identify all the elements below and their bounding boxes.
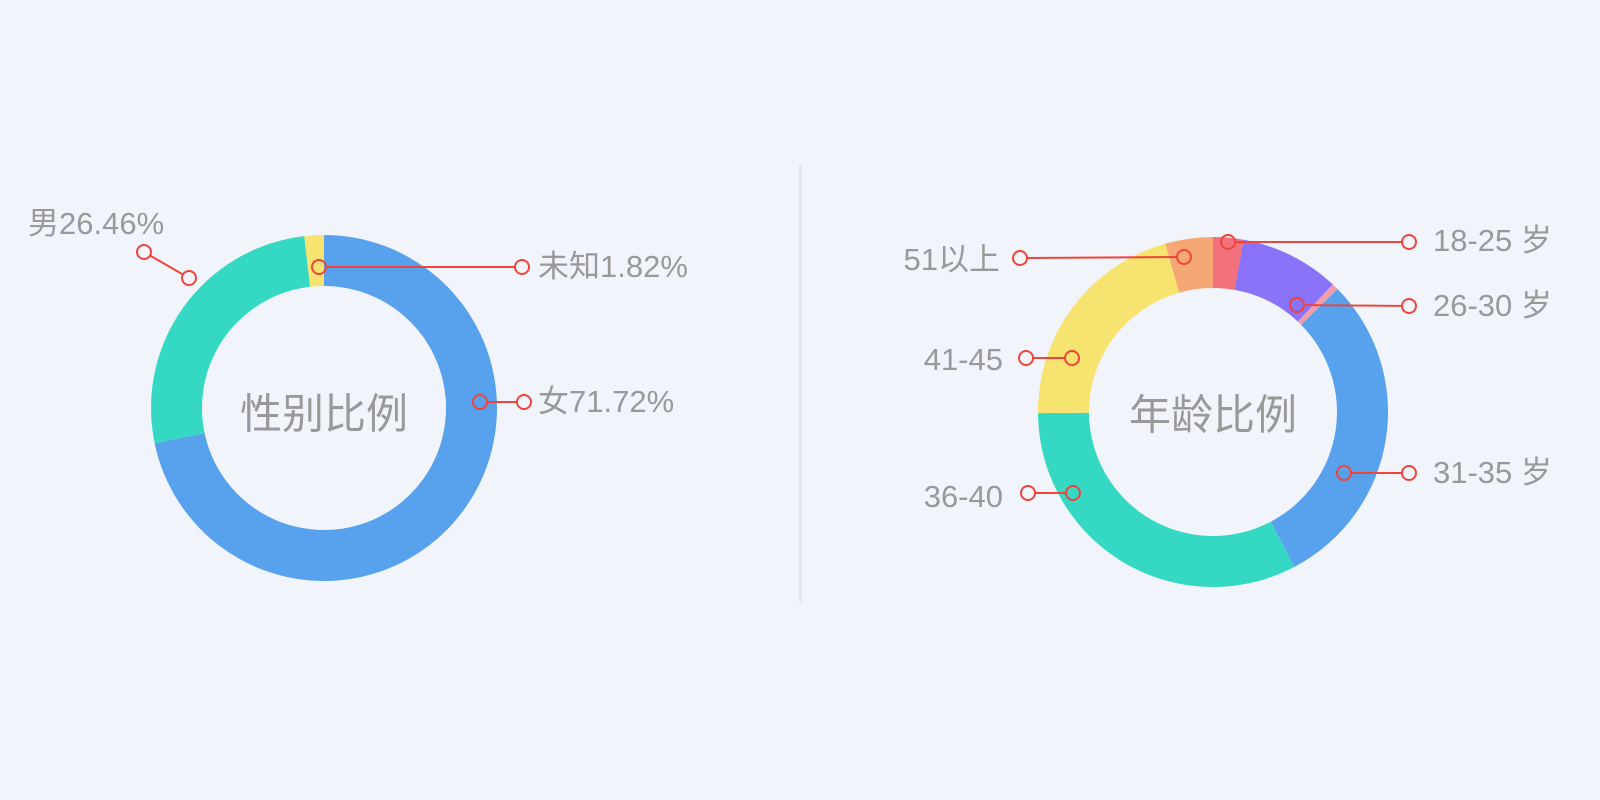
leader-endpoint-circle <box>1018 350 1034 366</box>
leader-endpoint-circle <box>472 394 488 410</box>
donut-segment-31-35 岁[interactable] <box>1270 289 1389 567</box>
vertical-divider <box>799 165 802 602</box>
label-41-45: 41-45 <box>923 342 1003 377</box>
donut-segment-41-45[interactable] <box>1038 243 1180 414</box>
leader-endpoint-circle <box>1220 234 1236 250</box>
leader-endpoint-circle <box>1012 250 1028 266</box>
leader-endpoint-circle <box>1401 234 1417 250</box>
donut-segment-51以上[interactable] <box>1165 237 1213 293</box>
leader-endpoint-circle <box>1401 465 1417 481</box>
leader-endpoint-circle <box>311 259 327 275</box>
donut-segment-26-30 岁[interactable] <box>1234 239 1333 322</box>
leader-line <box>149 254 184 276</box>
leader-endpoint-circle <box>1401 298 1417 314</box>
leader-lines <box>136 234 1417 501</box>
donut-segment-18-25 岁[interactable] <box>1213 237 1244 290</box>
label-31-35: 31-35 岁 <box>1433 455 1552 490</box>
leader-endpoint-circle <box>514 259 530 275</box>
label-male: 男26.46% <box>28 206 165 241</box>
leader-endpoint-circle <box>1020 485 1036 501</box>
leader-endpoint-circle <box>181 270 197 286</box>
leader-line <box>1303 304 1403 307</box>
label-26-30: 26-30 岁 <box>1433 288 1552 323</box>
donut-segment-女[interactable] <box>154 235 498 581</box>
leader-endpoint-circle <box>136 244 152 260</box>
leader-endpoint-circle <box>1336 465 1352 481</box>
leader-endpoint-circle <box>1065 485 1081 501</box>
donut-segment-36-40[interactable] <box>1038 412 1295 587</box>
gender-chart-title: 性别比例 <box>239 390 409 438</box>
leader-endpoint-circle <box>516 394 532 410</box>
donut-segment-男[interactable] <box>150 236 311 444</box>
label-18-25: 18-25 岁 <box>1433 223 1552 258</box>
leader-endpoint-circle <box>1064 350 1080 366</box>
label-unknown: 未知1.82% <box>538 249 688 284</box>
leader-line <box>1026 256 1178 259</box>
donut-age <box>1038 237 1389 587</box>
leader-endpoint-circle <box>1176 249 1192 265</box>
age-chart-title: 年龄比例 <box>1128 391 1298 439</box>
label-female: 女71.72% <box>538 384 675 419</box>
label-36-40: 36-40 <box>923 479 1003 514</box>
label-51plus: 51以上 <box>903 242 1000 277</box>
leader-endpoint-circle <box>1289 297 1305 313</box>
